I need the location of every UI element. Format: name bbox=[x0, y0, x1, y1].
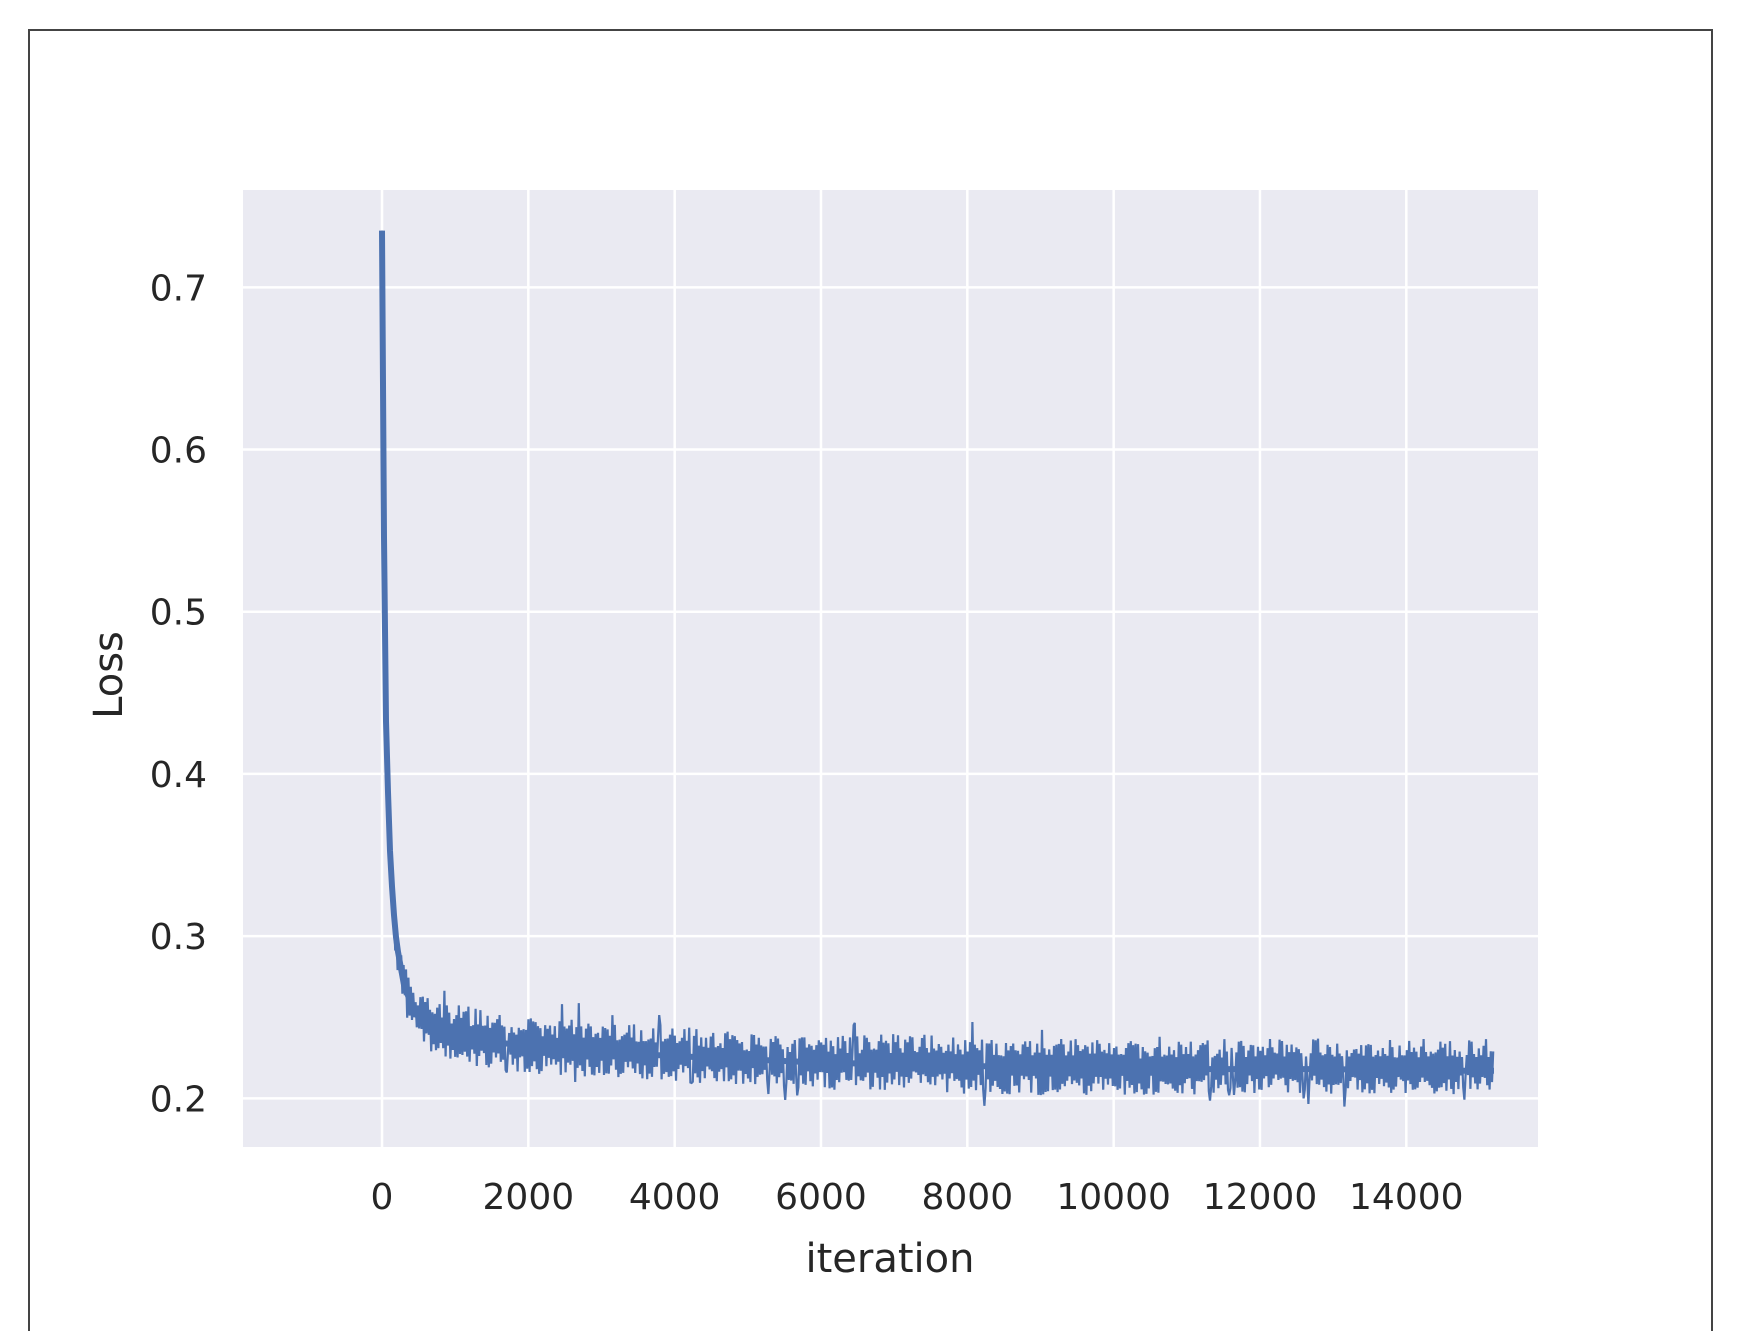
grid bbox=[243, 190, 1538, 1147]
loss-series-noise bbox=[380, 230, 1495, 1107]
x-tick-label: 0 bbox=[371, 1177, 394, 1218]
x-tick-label: 14000 bbox=[1349, 1177, 1464, 1218]
x-tick-label: 8000 bbox=[922, 1177, 1014, 1218]
y-tick-label: 0.5 bbox=[150, 593, 207, 634]
y-tick-label: 0.6 bbox=[150, 431, 207, 472]
y-tick-label: 0.2 bbox=[150, 1079, 207, 1120]
plot-area bbox=[243, 190, 1538, 1147]
y-tick-label: 0.4 bbox=[150, 755, 207, 796]
loss-series-line bbox=[379, 230, 1494, 1074]
tick-labels: 0 2000 4000 6000 8000 10000 12000 14000 0.2 0.3 0.… bbox=[150, 268, 1464, 1218]
x-tick-label: 2000 bbox=[483, 1177, 575, 1218]
x-axis-label: iteration bbox=[806, 1236, 975, 1282]
x-tick-label: 10000 bbox=[1056, 1177, 1171, 1218]
series-layer bbox=[379, 230, 1495, 1107]
x-tick-label: 6000 bbox=[775, 1177, 867, 1218]
y-axis-label: Loss bbox=[86, 631, 132, 719]
x-tick-label: 4000 bbox=[629, 1177, 721, 1218]
x-tick-label: 12000 bbox=[1203, 1177, 1318, 1218]
y-tick-label: 0.3 bbox=[150, 917, 207, 958]
y-tick-label: 0.7 bbox=[150, 268, 207, 309]
